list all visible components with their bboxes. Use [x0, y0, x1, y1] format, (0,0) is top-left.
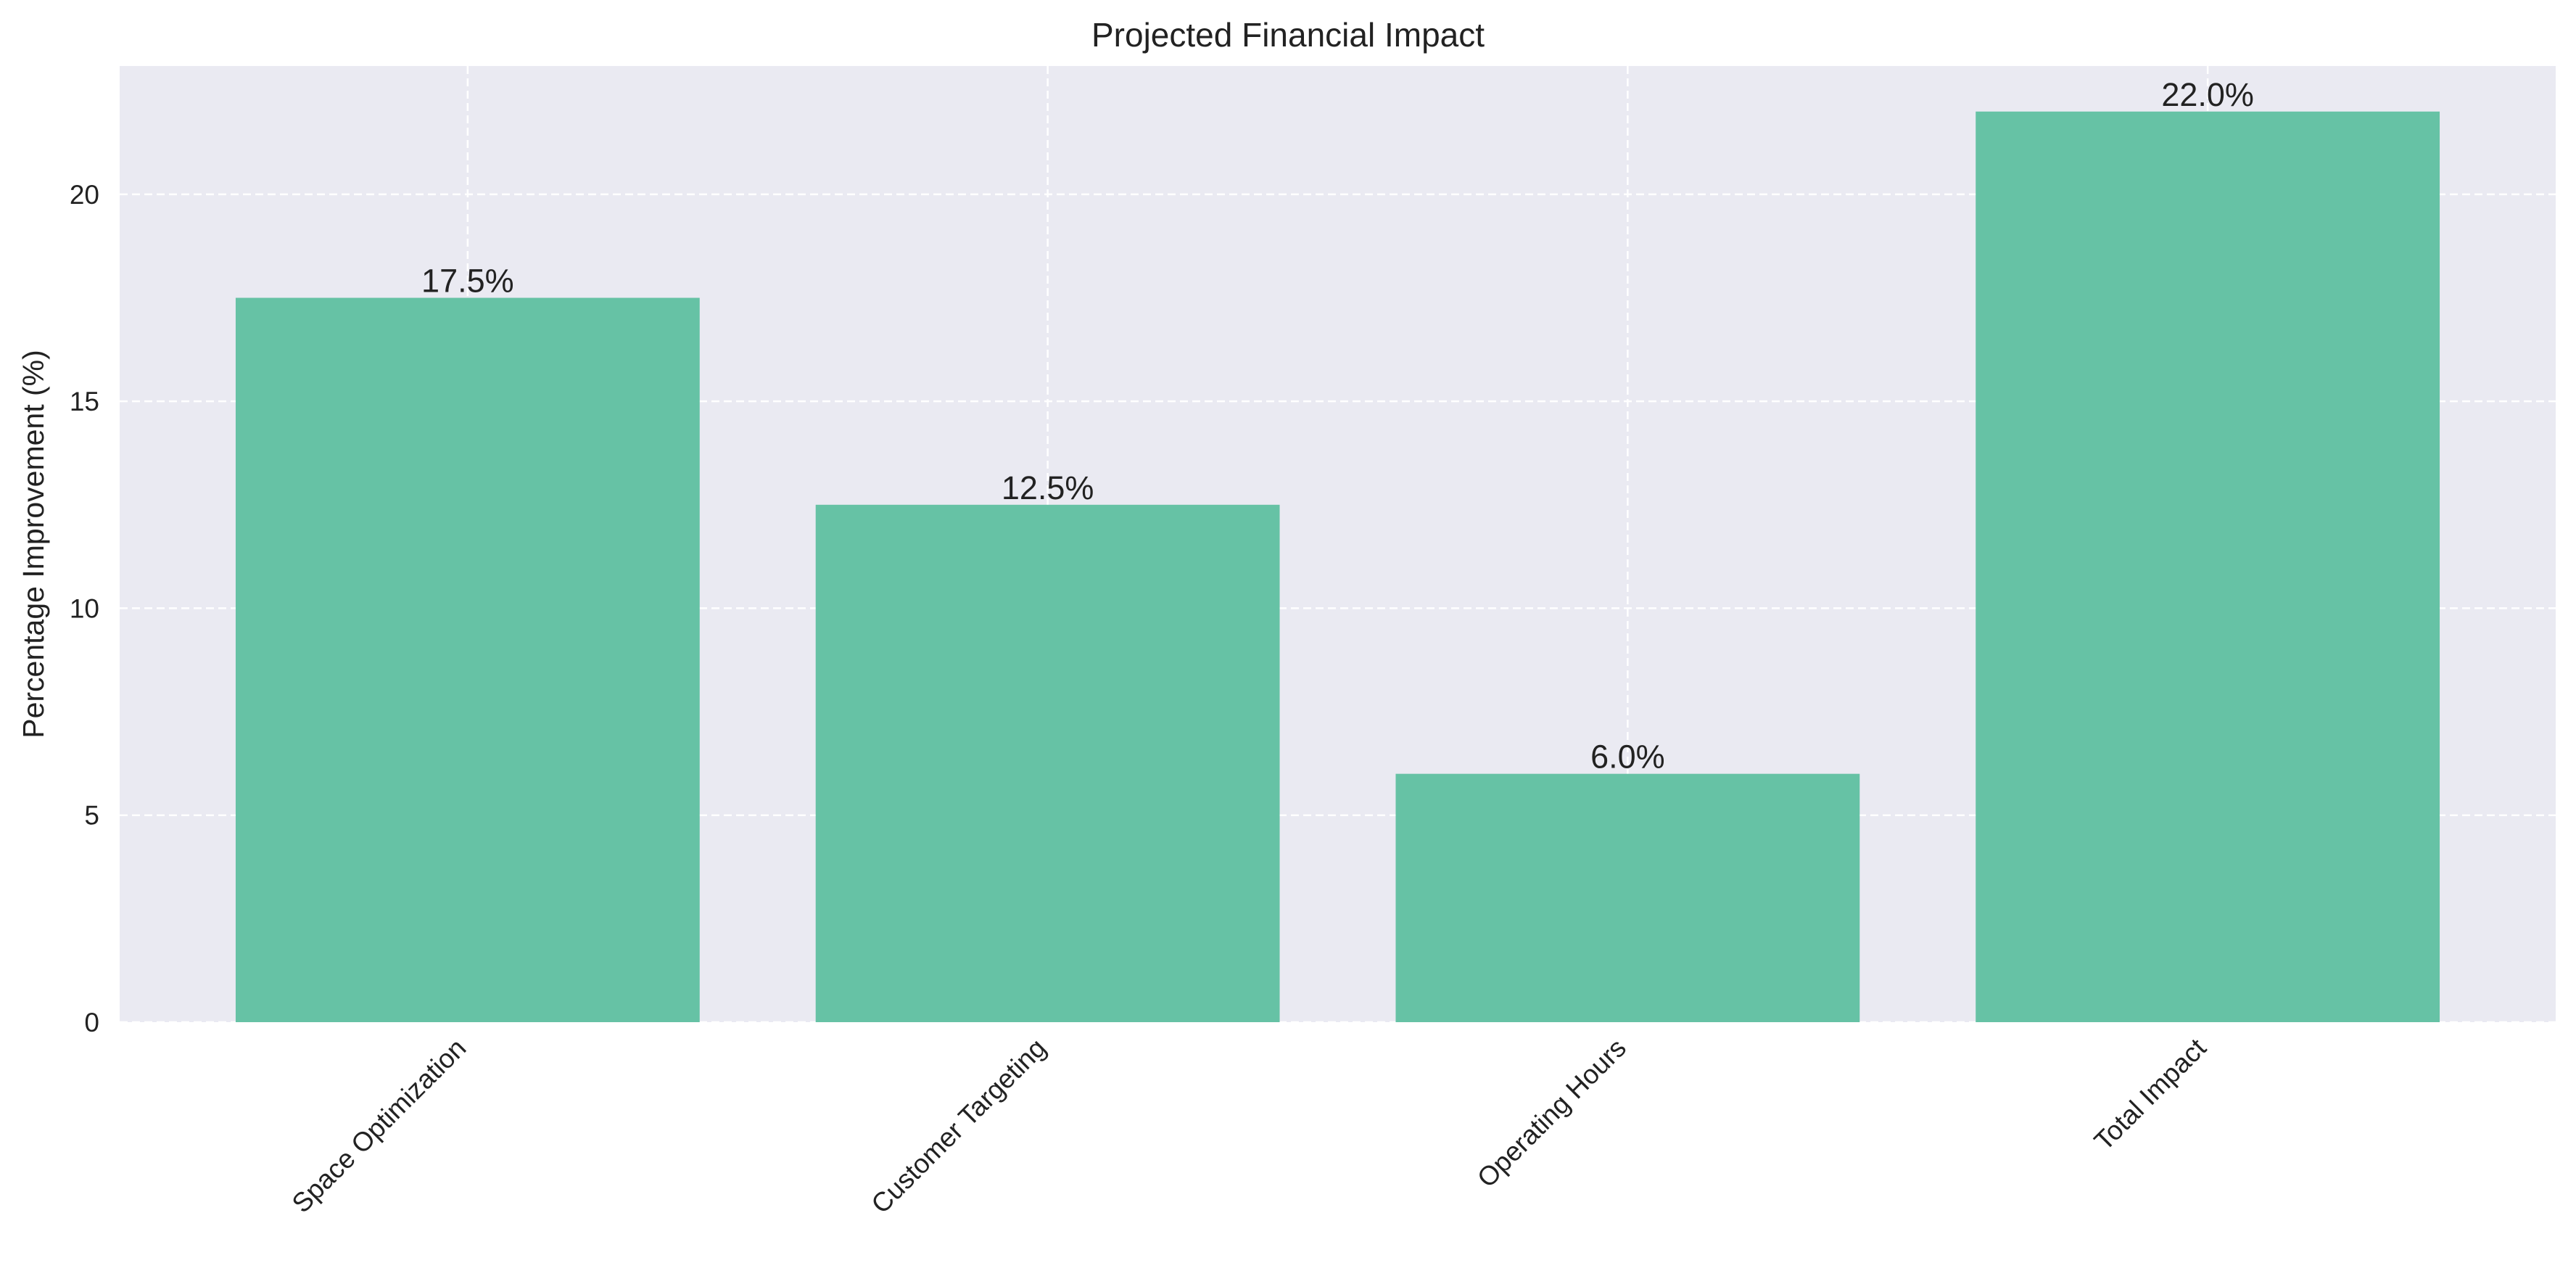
- bar: [1976, 111, 2440, 1022]
- y-axis: 0 5 10 15 20: [70, 180, 99, 1037]
- x-tick-label: Space Optimization: [286, 1033, 472, 1219]
- bar: [815, 504, 1280, 1022]
- bar: [235, 297, 700, 1022]
- bars: [235, 111, 2440, 1022]
- data-label: 12.5%: [1002, 469, 1094, 506]
- data-label: 22.0%: [2161, 76, 2254, 113]
- x-axis: Space Optimization Customer Targeting Oper…: [286, 1032, 2213, 1219]
- x-tick-label: Customer Targeting: [865, 1033, 1052, 1219]
- y-tick-label: 0: [84, 1008, 99, 1037]
- data-labels: 17.5% 12.5% 6.0% 22.0%: [421, 76, 2254, 776]
- data-label: 17.5%: [421, 263, 514, 300]
- y-tick-label: 5: [84, 801, 99, 831]
- y-tick-label: 15: [70, 387, 99, 416]
- bar: [1395, 773, 1860, 1022]
- y-tick-label: 10: [70, 593, 99, 623]
- x-tick-label: Total Impact: [2089, 1032, 2213, 1156]
- y-axis-title: Percentage Improvement (%): [17, 350, 50, 739]
- x-tick-label: Operating Hours: [1471, 1033, 1632, 1193]
- chart-title: Projected Financial Impact: [1091, 16, 1485, 54]
- data-label: 6.0%: [1590, 739, 1665, 776]
- y-tick-label: 20: [70, 180, 99, 210]
